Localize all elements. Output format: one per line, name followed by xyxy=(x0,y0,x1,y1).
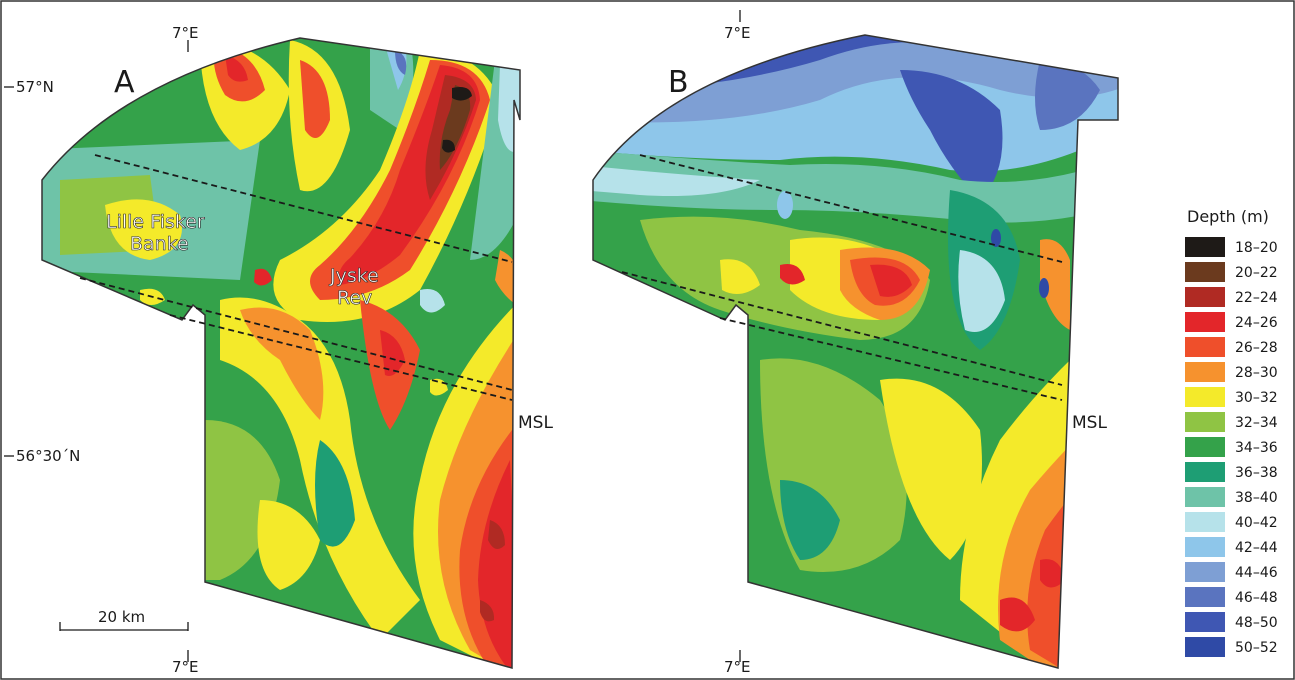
legend-label: 38–40 xyxy=(1235,490,1278,506)
label-rev: Rev xyxy=(337,287,372,309)
legend-swatch xyxy=(1185,237,1225,257)
legend-swatch xyxy=(1185,437,1225,457)
legend-swatch xyxy=(1185,337,1225,357)
depth-legend: Depth (m) 18–20 20–22 22–24 24–26 26–28 28–30… xyxy=(1185,207,1278,657)
label-7e-bottom-a: 7°E xyxy=(172,658,199,676)
panel-b-dashed-line-3 xyxy=(719,317,1063,401)
legend-label: 30–32 xyxy=(1235,390,1278,406)
legend-swatch xyxy=(1185,637,1225,657)
panel-a-dashed-line-1 xyxy=(94,154,513,263)
legend-swatch xyxy=(1185,412,1225,432)
panel-b-dashed-line-1 xyxy=(639,154,1063,263)
label-banke: Banke xyxy=(130,233,189,255)
label-jyske: Jyske xyxy=(329,265,379,287)
panel-b-letter: B xyxy=(668,65,689,100)
legend-label: 32–34 xyxy=(1235,415,1278,431)
panel-b-outline xyxy=(592,34,1119,669)
legend-label: 20–22 xyxy=(1235,265,1278,281)
panel-a-dashed-line-3 xyxy=(169,314,513,401)
legend-swatch xyxy=(1185,487,1225,507)
panel-b-msl-label: MSL xyxy=(1072,413,1107,433)
panel-b-map xyxy=(593,35,1118,668)
legend-label: 42–44 xyxy=(1235,540,1278,556)
legend-swatch xyxy=(1185,312,1225,332)
legend-swatch xyxy=(1185,387,1225,407)
legend-title: Depth (m) xyxy=(1187,207,1269,226)
legend-swatch xyxy=(1185,262,1225,282)
panel-a-outline xyxy=(41,37,521,669)
legend-swatch xyxy=(1185,287,1225,307)
legend-swatch xyxy=(1185,562,1225,582)
legend-label: 48–50 xyxy=(1235,615,1278,631)
label-7e-top-b: 7°E xyxy=(724,24,751,42)
legend-swatch xyxy=(1185,462,1225,482)
panel-a-dashed-line-2 xyxy=(79,277,513,391)
legend-label: 36–38 xyxy=(1235,465,1278,481)
legend-swatch xyxy=(1185,612,1225,632)
panel-b-dashed-line-2 xyxy=(621,271,1063,386)
label-5630n: 56°30´N xyxy=(16,447,80,465)
legend-label: 18–20 xyxy=(1235,240,1278,256)
legend-label: 46–48 xyxy=(1235,590,1278,606)
label-7e-top-a: 7°E xyxy=(172,24,199,42)
label-57n: 57°N xyxy=(16,78,54,96)
legend-label: 34–36 xyxy=(1235,440,1278,456)
scale-bar-label: 20 km xyxy=(98,608,145,626)
panel-a-msl-label: MSL xyxy=(518,413,553,433)
legend-swatch xyxy=(1185,362,1225,382)
panel-a-letter: A xyxy=(114,65,135,100)
label-7e-bottom-b: 7°E xyxy=(724,658,751,676)
legend-label: 50–52 xyxy=(1235,640,1278,656)
legend-label: 44–46 xyxy=(1235,565,1278,581)
legend-label: 40–42 xyxy=(1235,515,1278,531)
legend-swatch xyxy=(1185,512,1225,532)
legend-swatch xyxy=(1185,587,1225,607)
legend-label: 28–30 xyxy=(1235,365,1278,381)
legend-label: 24–26 xyxy=(1235,315,1278,331)
legend-label: 26–28 xyxy=(1235,340,1278,356)
scale-bar: 20 km xyxy=(59,608,189,631)
panel-a-map xyxy=(42,38,520,668)
label-lille-fisker: Lille Fisker xyxy=(106,211,205,233)
legend-label: 22–24 xyxy=(1235,290,1278,306)
legend-swatch xyxy=(1185,537,1225,557)
